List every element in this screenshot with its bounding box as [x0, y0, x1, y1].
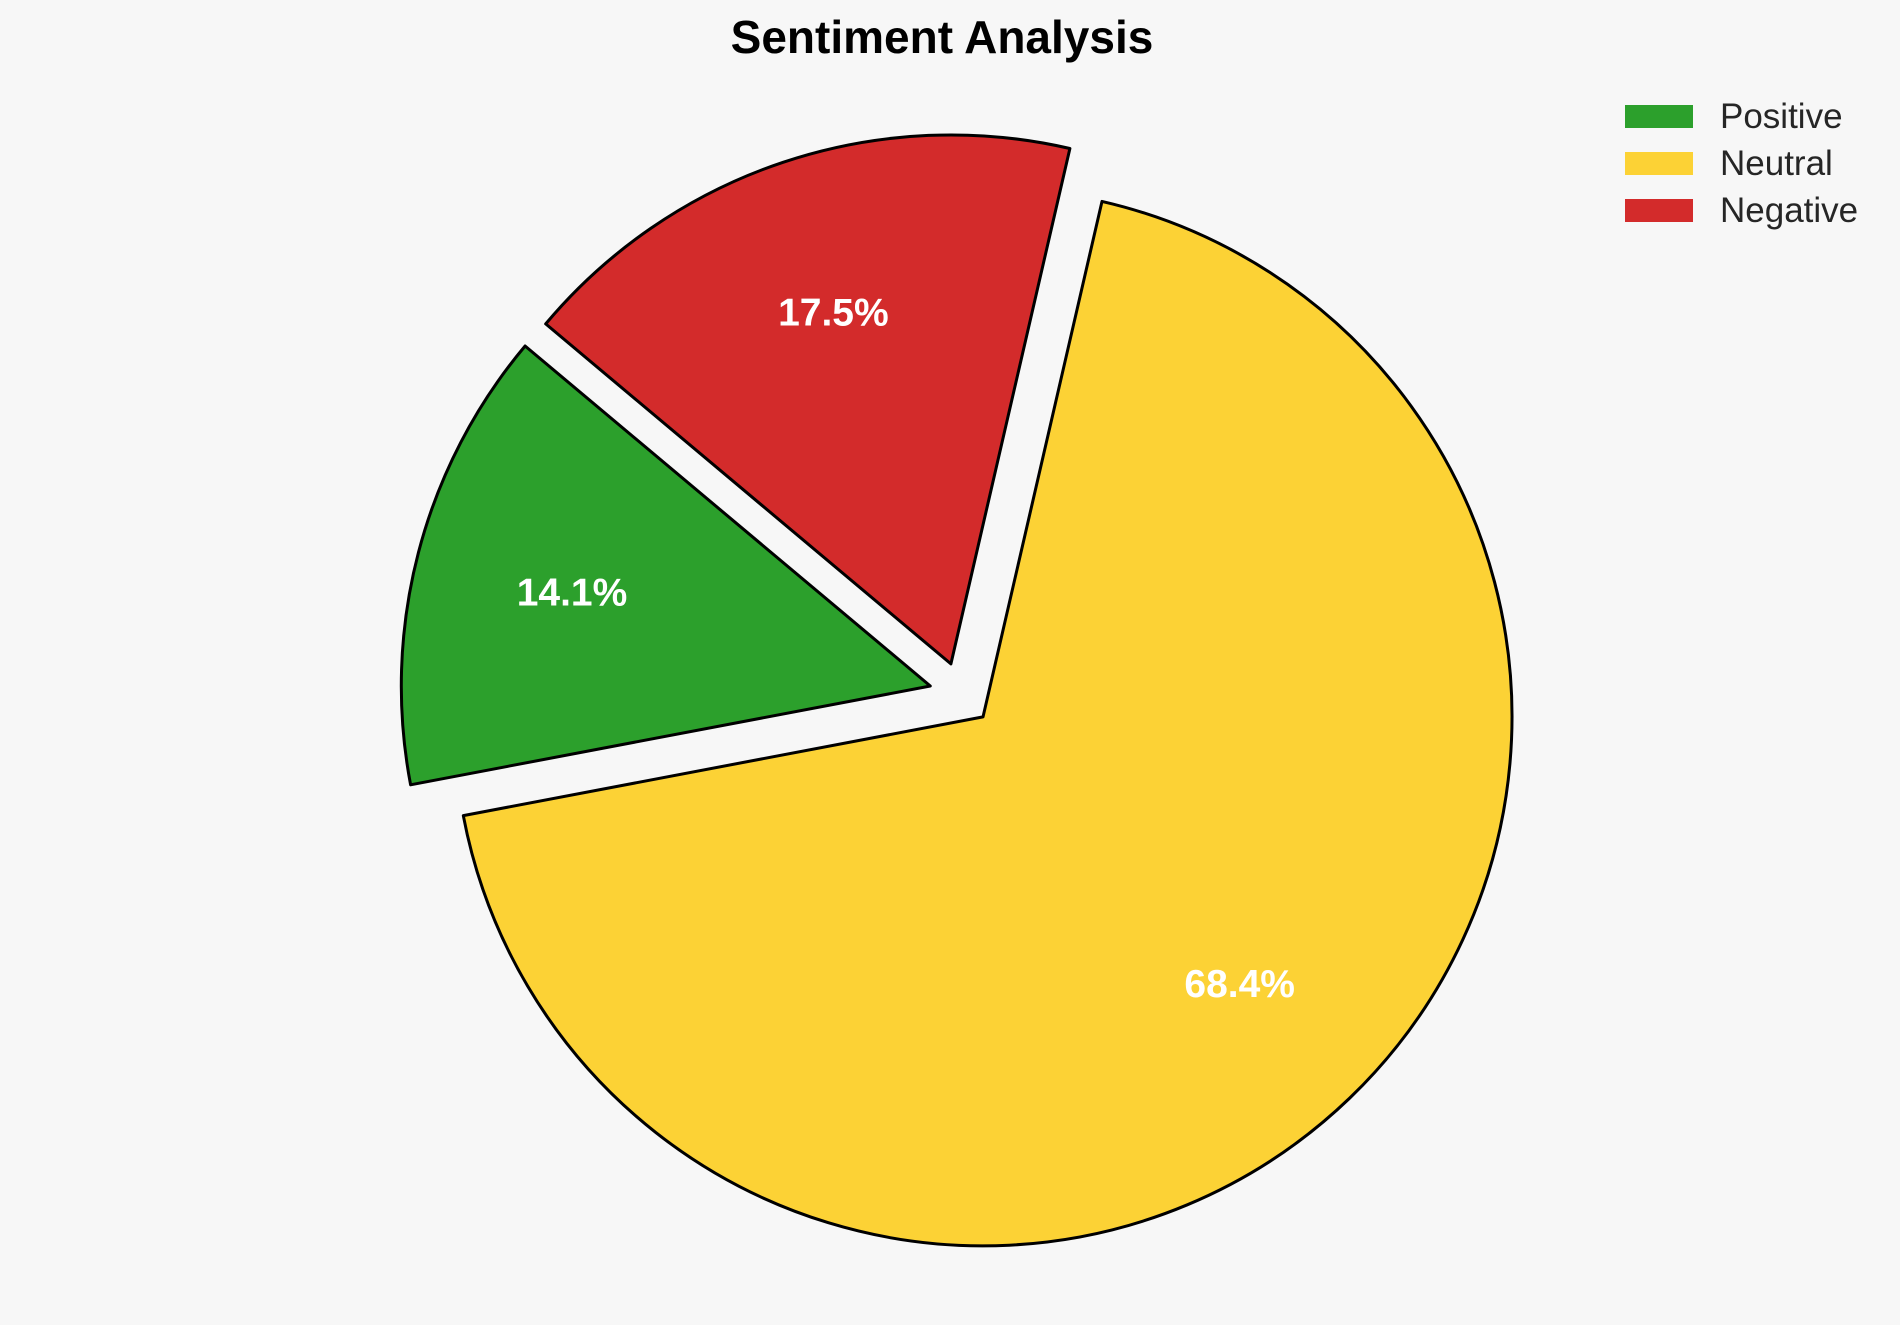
pie-percent-label-positive: 14.1% [517, 572, 628, 615]
legend: Positive Neutral Negative [1625, 93, 1858, 234]
pie-slice-neutral [461, 199, 1514, 1248]
legend-label-neutral: Neutral [1720, 143, 1833, 183]
legend-swatch-neutral-icon [1625, 152, 1693, 175]
legend-item-positive: Positive [1625, 93, 1858, 140]
pie-slice-positive [399, 344, 932, 787]
legend-swatch-positive-icon [1625, 105, 1693, 128]
pie-percent-label-negative: 17.5% [778, 292, 889, 335]
legend-label-positive: Positive [1720, 96, 1843, 136]
pie-slice-negative [544, 133, 1072, 666]
legend-label-negative: Negative [1720, 190, 1859, 230]
legend-swatch-negative-icon [1625, 199, 1693, 222]
pie-percent-label-neutral: 68.4% [1184, 963, 1295, 1006]
legend-item-negative: Negative [1625, 187, 1858, 234]
legend-item-neutral: Neutral [1625, 140, 1858, 187]
chart-title: Sentiment Analysis [730, 11, 1154, 63]
